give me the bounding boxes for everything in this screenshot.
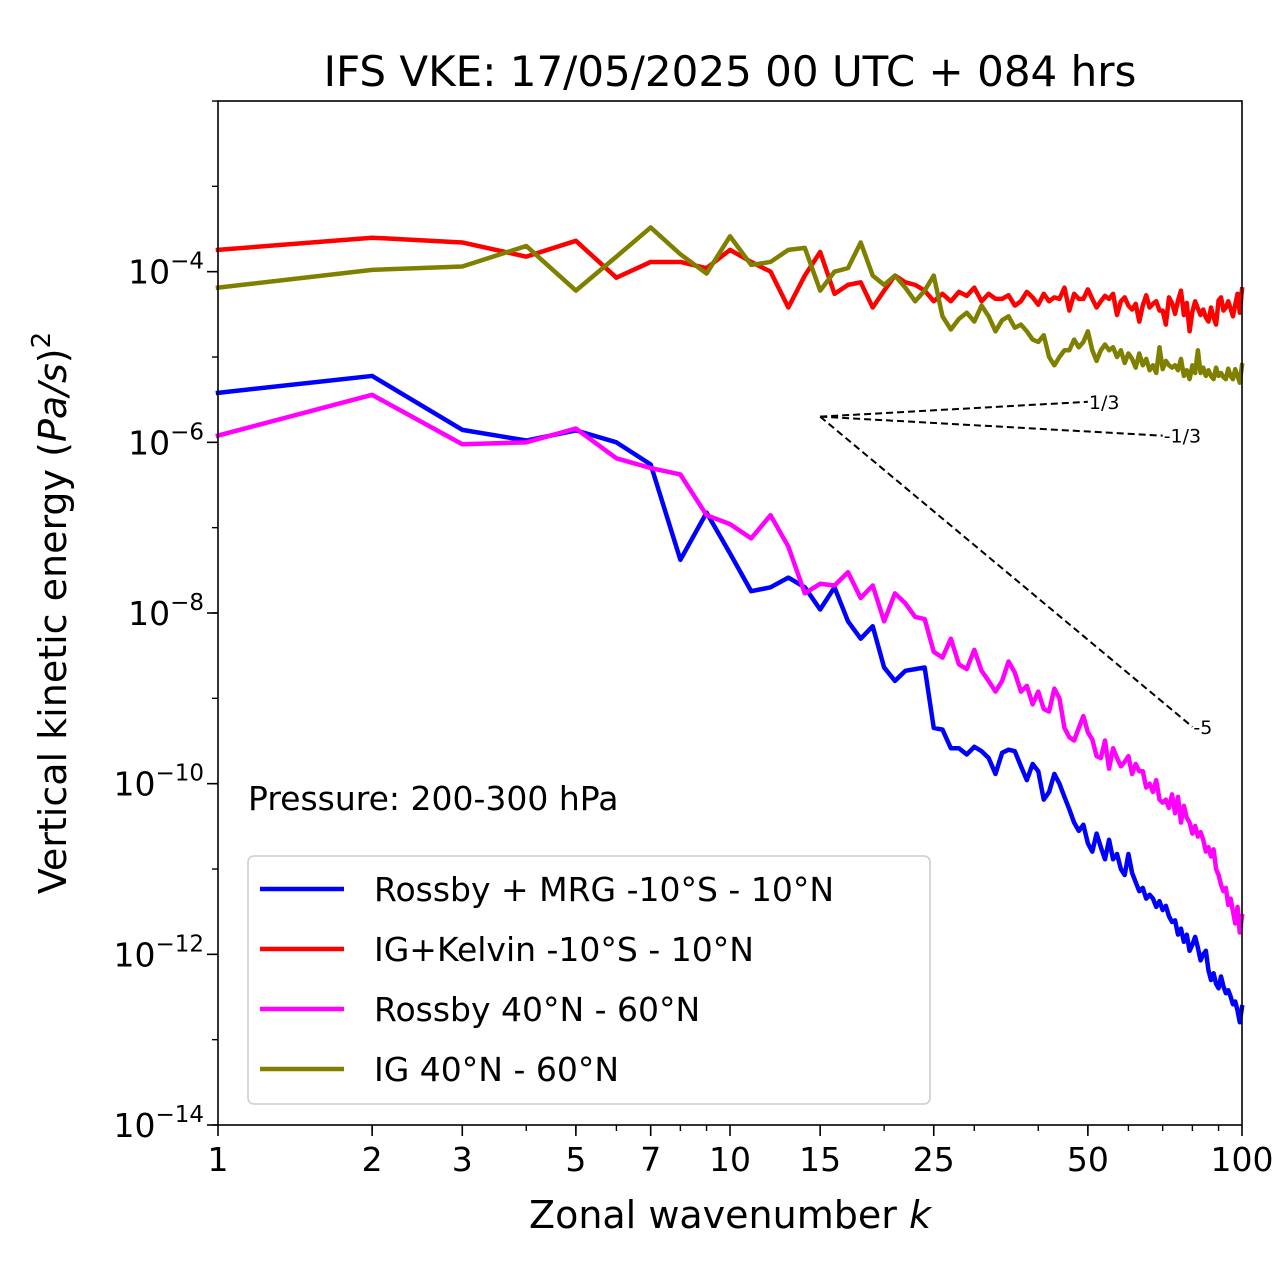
y-tick-exponent: −10	[155, 761, 204, 787]
y-tick-label: 10−12	[113, 931, 204, 974]
x-tick-label: 7	[640, 1140, 661, 1179]
reference-line-label-1: 1/3	[1089, 392, 1120, 414]
x-tick-label: 5	[565, 1140, 586, 1179]
y-tick-label: 10−10	[113, 761, 204, 804]
x-tick-label: 100	[1211, 1140, 1274, 1179]
legend-label-3: Rossby 40°N - 60°N	[374, 990, 700, 1029]
y-axis-label: Vertical kinetic energy (Pa/s)2	[27, 332, 75, 894]
legend-entries: Rossby + MRG -10°S - 10°N IG+Kelvin -10°S…	[260, 870, 834, 1089]
legend-label-2: IG+Kelvin -10°S - 10°N	[374, 930, 754, 969]
chart-title: IFS VKE: 17/05/2025 00 UTC + 084 hrs	[324, 47, 1137, 96]
reference-line-3	[819, 415, 1194, 728]
y-tick-base: 10	[113, 765, 155, 804]
x-tick-label: 10	[709, 1140, 751, 1179]
x-axis-label: Zonal wavenumber k	[529, 1193, 933, 1237]
y-tick-base: 10	[113, 1106, 155, 1145]
y-tick-base: 10	[128, 253, 170, 292]
x-axis-label-text: Zonal wavenumber	[529, 1193, 909, 1237]
reference-line-label-3: -5	[1193, 717, 1212, 739]
y-tick-label: 10−14	[113, 1102, 204, 1145]
y-tick-exponent: −4	[170, 249, 204, 275]
y-tick-label: 10−8	[128, 590, 204, 633]
x-tick-label: 50	[1067, 1140, 1109, 1179]
x-tick-label: 25	[913, 1140, 955, 1179]
y-axis-label-var: Pa/s	[31, 363, 75, 442]
y-axis-label-text: Vertical kinetic energy (	[31, 442, 75, 894]
x-tick-label: 15	[799, 1140, 841, 1179]
y-axis-label-close: )	[31, 348, 75, 363]
legend-label-1: Rossby + MRG -10°S - 10°N	[374, 870, 834, 909]
x-axis-label-var: k	[909, 1193, 933, 1237]
reference-lines: 1/3 -1/3 -5	[819, 392, 1212, 739]
y-tick-label: 10−4	[128, 249, 204, 292]
x-tick-label: 2	[362, 1140, 383, 1179]
y-tick-base: 10	[128, 594, 170, 633]
legend-box	[247, 855, 931, 1105]
y-tick-label: 10−6	[128, 419, 204, 462]
series-line-4	[215, 225, 1245, 385]
y-tick-base: 10	[113, 935, 155, 974]
series-layer	[215, 225, 1245, 1025]
y-tick-exponent: −8	[170, 590, 204, 616]
y-axis-label-exp: 2	[27, 332, 57, 349]
y-tick-exponent: −6	[170, 419, 204, 445]
y-tick-base: 10	[128, 423, 170, 462]
legend: Rossby + MRG -10°S - 10°N IG+Kelvin -10°S…	[247, 855, 931, 1105]
x-tick-label: 3	[452, 1140, 473, 1179]
reference-line-2	[820, 415, 1163, 437]
pressure-annotation: Pressure: 200-300 hPa	[248, 779, 618, 818]
y-tick-exponent: −14	[155, 1102, 204, 1128]
y-tick-exponent: −12	[155, 931, 204, 957]
series-line-3	[215, 392, 1245, 935]
reference-line-1	[820, 400, 1088, 418]
legend-label-4: IG 40°N - 60°N	[374, 1050, 619, 1089]
reference-line-label-2: -1/3	[1164, 426, 1201, 448]
x-tick-label: 1	[208, 1140, 229, 1179]
x-axis-ticks: 1 2 3 5 7 10 15 25 50 100	[208, 1125, 1274, 1179]
series-line-2	[215, 235, 1245, 334]
series-line-1	[215, 373, 1245, 1025]
